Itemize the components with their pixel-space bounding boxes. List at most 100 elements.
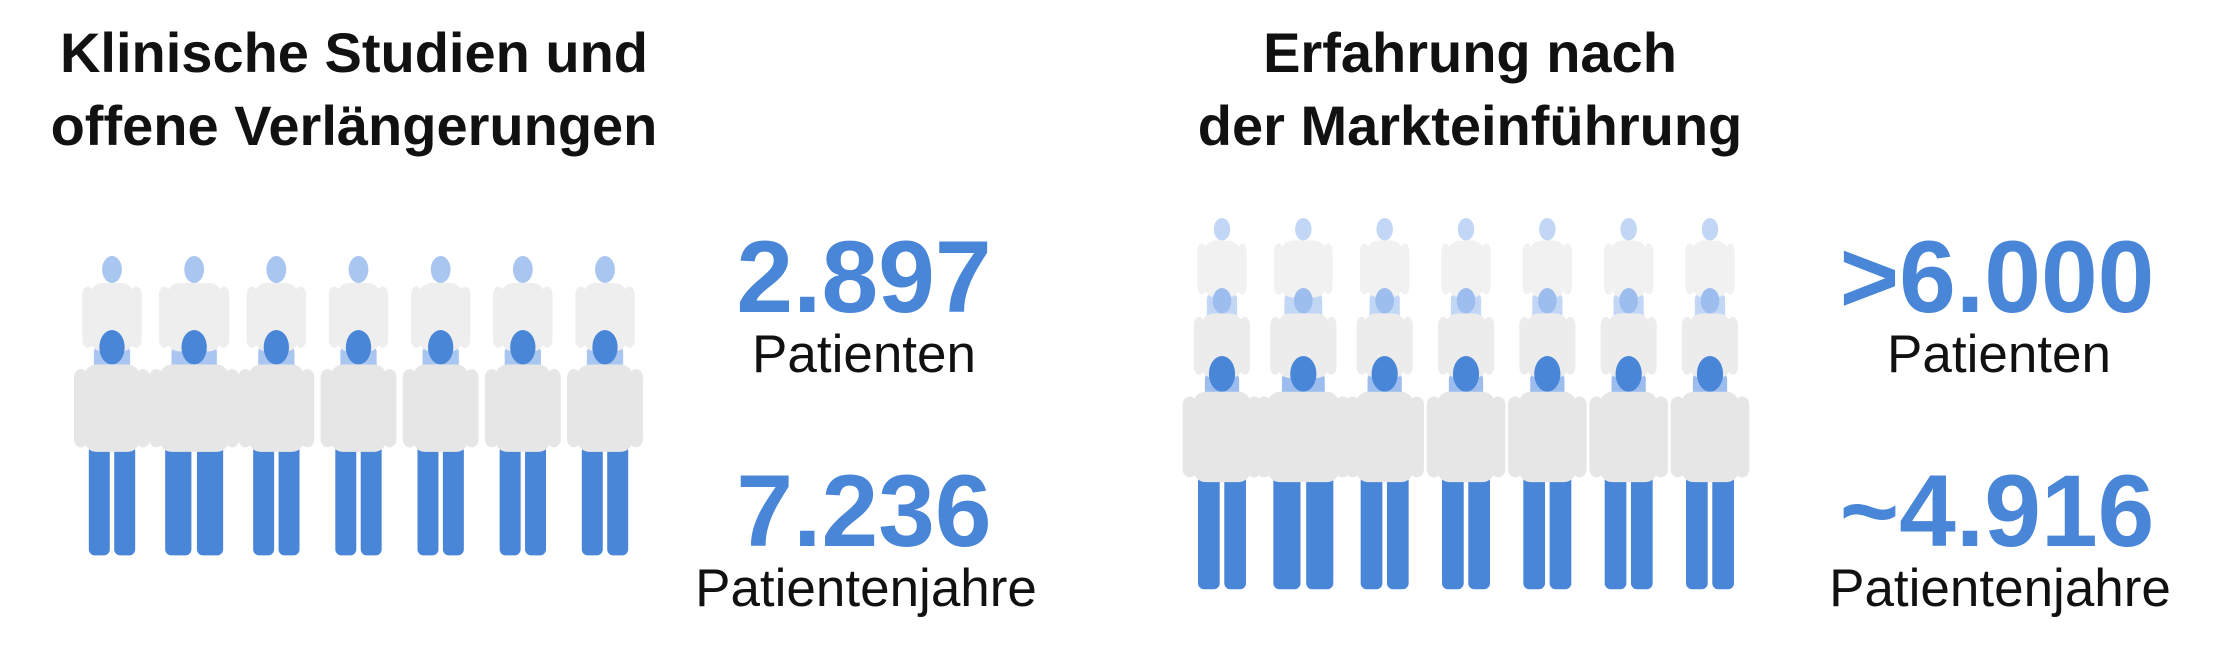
person [149,330,240,556]
leg [165,445,192,556]
arm [328,286,340,348]
head [266,256,287,283]
leg [114,445,136,556]
head [1375,288,1395,314]
leg [1468,475,1490,590]
stat-value: 2.897 [736,220,991,334]
leg [1306,475,1334,590]
head [348,256,369,283]
panel-title: Erfahrung nach [1263,21,1677,84]
person [1508,356,1587,590]
stat-label: Patientenjahre [695,559,1037,618]
stat-value: >6.000 [1840,220,2155,334]
head [1537,288,1557,314]
person [1670,356,1750,590]
stat-label: Patientenjahre [1829,559,2171,618]
torso [248,364,304,452]
leg [1712,475,1734,590]
torso [1437,391,1495,483]
person [1589,356,1668,590]
head [1213,218,1231,241]
leg [1360,475,1383,590]
arm [1270,316,1281,375]
panel-title: der Markteinführung [1198,94,1742,157]
head [512,256,533,283]
torso [495,364,551,452]
leg [1523,475,1546,590]
arm [1681,316,1693,375]
leg [417,445,439,556]
leg [1686,475,1708,590]
arm [1193,316,1205,375]
head [1457,218,1475,241]
head [1619,288,1639,314]
leg [1442,475,1464,590]
person [484,330,561,556]
torso [1610,240,1647,298]
leg [360,445,382,556]
torso [1445,313,1487,379]
leg [1198,475,1220,590]
person [320,330,397,556]
torso [1204,240,1240,298]
panel-title: Klinische Studien und [60,21,648,84]
leg [581,445,603,556]
leg [1604,475,1627,590]
leg [525,445,547,556]
torso [1529,240,1566,298]
arm [1437,316,1449,375]
arm [320,369,335,448]
torso [501,283,545,352]
head [1700,288,1720,314]
head [263,330,289,365]
panel-title: offene Verlängerungen [51,94,658,157]
torso [1448,240,1484,298]
person [1256,356,1350,590]
torso [336,283,381,352]
torso [419,283,463,352]
head [1534,356,1561,392]
leg [253,445,275,556]
head [1208,356,1236,392]
head [595,256,615,283]
person [1182,356,1262,590]
torso [1689,313,1731,379]
person [567,330,643,556]
torso [1364,313,1406,379]
arm [567,369,581,448]
person [238,330,315,556]
head [345,330,372,365]
head [99,330,125,365]
torso [1692,240,1728,298]
torso [330,364,387,452]
person [402,330,479,556]
head [1456,288,1476,314]
head [1696,356,1724,392]
arm [246,286,258,348]
torso [1366,240,1403,298]
torso [1600,391,1658,483]
head [428,330,454,365]
arm [402,369,417,448]
torso [1201,313,1243,379]
arm [575,286,587,348]
head [1295,218,1312,241]
torso [1193,391,1251,483]
torso [254,283,298,352]
arm [410,286,422,348]
leg [1549,475,1572,590]
leg [607,445,629,556]
torso [1280,240,1326,298]
person [74,330,150,556]
torso [159,364,229,452]
torso [1526,313,1568,379]
stat-label: Patienten [1887,325,2111,384]
torso [84,364,140,452]
head [1293,288,1313,314]
head [1452,356,1480,392]
head [1212,288,1232,314]
torso [1356,391,1414,483]
leg [1630,475,1653,590]
torso [1267,391,1340,483]
